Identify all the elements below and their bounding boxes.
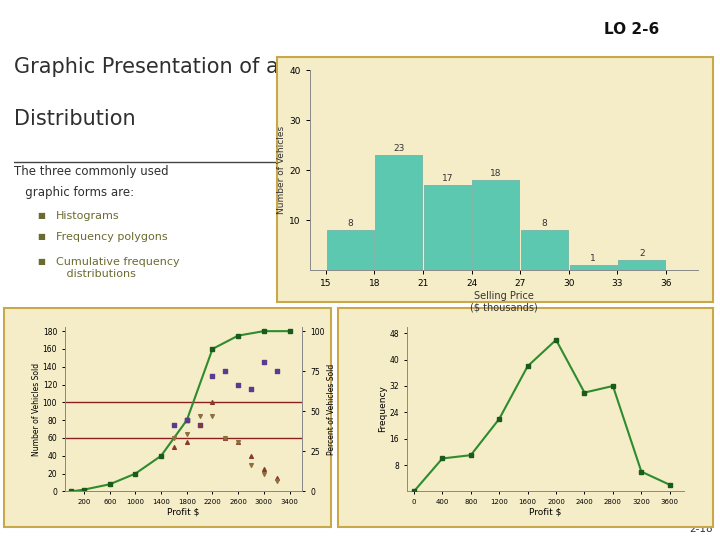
Point [220,434,231,442]
Point [246,384,257,393]
Point [207,372,218,380]
Bar [424,185,471,270]
Text: 8: 8 [347,219,353,228]
X-axis label: Profit $: Profit $ [529,508,562,517]
Point [233,438,244,447]
Point [168,443,180,451]
Bar [618,260,665,270]
Bar [570,265,616,270]
Text: LO 2-6: LO 2-6 [604,22,660,37]
Point [207,398,218,407]
Text: 1: 1 [590,254,596,263]
Text: graphic forms are:: graphic forms are: [14,186,135,199]
Text: 18: 18 [490,169,502,178]
Point [194,420,205,429]
Point [220,434,231,442]
Bar [472,180,519,270]
Point [233,438,244,447]
Point [181,429,192,438]
Text: ■: ■ [37,258,45,266]
Text: Distribution: Distribution [14,109,136,129]
Point [194,420,205,429]
Text: ■: ■ [37,211,45,220]
Text: Cumulative frequency
   distributions: Cumulative frequency distributions [55,258,179,279]
Point [181,438,192,447]
X-axis label: Profit $: Profit $ [168,508,199,517]
Text: The three commonly used: The three commonly used [14,165,169,178]
Text: 23: 23 [393,144,405,153]
Bar [521,230,568,270]
Bar [375,155,422,270]
Point [246,461,257,469]
X-axis label: Selling Price
($ thousands): Selling Price ($ thousands) [470,291,538,313]
Point [207,411,218,420]
Point [258,469,269,478]
Text: Frequency polygons: Frequency polygons [55,232,167,242]
Point [271,476,282,485]
Text: 2: 2 [639,249,644,258]
Y-axis label: Percent of Vehicles Sold: Percent of Vehicles Sold [328,363,336,455]
Text: ■: ■ [37,232,45,241]
Bar [327,230,374,270]
Point [258,465,269,474]
Point [271,367,282,375]
Text: 2-18: 2-18 [689,524,713,534]
Point [181,416,192,424]
Point [220,367,231,375]
Text: 8: 8 [541,219,547,228]
Point [168,420,180,429]
Y-axis label: Frequency: Frequency [377,386,387,433]
Point [258,358,269,367]
Y-axis label: Number of Vehicles Sold: Number of Vehicles Sold [32,362,41,456]
Text: Graphic Presentation of a Frequency: Graphic Presentation of a Frequency [14,57,394,77]
Point [168,434,180,442]
Point [194,411,205,420]
Point [246,451,257,460]
Text: 17: 17 [441,174,453,183]
Point [233,380,244,389]
Text: Histograms: Histograms [55,211,120,221]
Y-axis label: Number of Vehicles: Number of Vehicles [277,126,287,214]
Point [271,474,282,482]
